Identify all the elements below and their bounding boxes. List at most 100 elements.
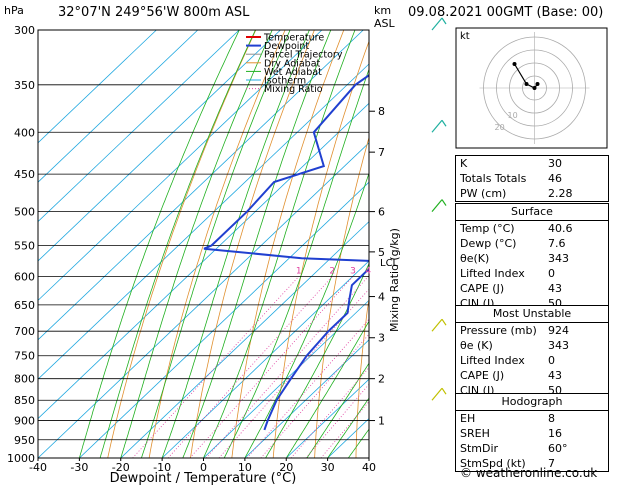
- x-tick-label: -20: [112, 461, 130, 474]
- pressure-tick-label: 650: [14, 299, 35, 312]
- hodograph-panel: Hodograph EH 8 SREH 16 StmDir 60° StmSpd (kt) 7: [455, 393, 609, 472]
- isotherm: [38, 30, 364, 341]
- axes: 3003504004505005506006507007508008509009…: [7, 24, 399, 474]
- dry-adiabat: [397, 30, 461, 458]
- row-label: StmDir: [460, 442, 499, 455]
- row-value: 343: [548, 339, 569, 352]
- most-unstable-title: Most Unstable: [456, 306, 608, 323]
- row-value: 0: [548, 267, 555, 280]
- x-tick-label: -10: [153, 461, 171, 474]
- pressure-tick-label: 700: [14, 325, 35, 338]
- row-label: Pressure (mb): [460, 324, 537, 337]
- datetime-header: 09.08.2021 00GMT (Base: 00): [408, 5, 604, 20]
- panel-row: θe(K) 343: [456, 251, 608, 266]
- isotherm: [38, 30, 240, 223]
- dry-adiabat: [622, 30, 629, 458]
- x-tick-label: 30: [321, 461, 335, 474]
- row-value: 8: [548, 412, 555, 425]
- wind-barb: [431, 387, 443, 401]
- mixing-ratio-line: [305, 383, 369, 458]
- wind-barb-flag: [441, 119, 447, 127]
- panel-row: Pressure (mb) 924: [456, 323, 608, 338]
- legend-label: Mixing Ratio: [264, 84, 323, 95]
- panel-row: Lifted Index 0: [456, 266, 608, 281]
- height-unit-label: km: [374, 4, 391, 17]
- pressure-tick-label: 600: [14, 270, 35, 283]
- mixing-ratio-label: 3: [350, 266, 356, 276]
- x-tick-label: -40: [29, 461, 47, 474]
- height-tick-label: 1: [378, 415, 385, 428]
- wind-barb: [431, 119, 443, 133]
- panel-row: Temp (°C) 40.6: [456, 221, 608, 236]
- wet-adiabat: [79, 30, 240, 458]
- row-value: 924: [548, 324, 569, 337]
- row-value: 343: [548, 252, 569, 265]
- mixing-ratio-line: [167, 276, 333, 458]
- wind-barb-flag: [441, 387, 447, 395]
- mixing-ratio-label: 2: [329, 266, 335, 276]
- series-line: [203, 74, 369, 431]
- height-tick-label: 5: [378, 246, 385, 259]
- isotherm: [38, 63, 369, 380]
- indices-panel: K 30 Totals Totals 46 PW (cm) 2.28: [455, 155, 609, 202]
- row-value: 7.6: [548, 237, 566, 250]
- row-label: SREH: [460, 427, 490, 440]
- pressure-tick-label: 1000: [7, 452, 35, 465]
- row-label: EH: [460, 412, 476, 425]
- copyright: © weatheronline.co.uk: [460, 466, 598, 480]
- legend-label: Isotherm: [264, 76, 306, 87]
- row-value: 60°: [548, 442, 568, 455]
- mixing-ratio-line: [290, 366, 369, 458]
- isotherm: [79, 181, 369, 458]
- surface-panel: Surface Temp (°C) 40.6 Dewp (°C) 7.6 θe(K) 34…: [455, 203, 609, 312]
- legend-label: Dry Adiabat: [264, 58, 321, 69]
- wet-adiabat: [285, 320, 369, 458]
- row-label: Dewp (°C): [460, 237, 517, 250]
- isotherm: [38, 30, 281, 262]
- isotherm: [38, 30, 323, 301]
- hodograph-point: [512, 62, 517, 66]
- row-label: θe (K): [460, 339, 493, 352]
- lcl-label: LCL: [380, 258, 399, 269]
- mixing-ratio-axis-label: Mixing Ratio (g/kg): [388, 228, 401, 332]
- row-label: θe(K): [460, 252, 490, 265]
- mixing-ratio-line: [246, 318, 369, 458]
- location-header: 32°07'N 249°56'W 800m ASL: [58, 5, 250, 20]
- panel-row: Totals Totals 46: [456, 171, 608, 186]
- wind-barb: [431, 318, 443, 332]
- hodograph-point: [524, 82, 529, 86]
- hodograph-trace: [513, 63, 538, 89]
- panel-row: K 30: [456, 156, 608, 171]
- row-label: CAPE (J): [460, 369, 505, 382]
- legend-label: Temperature: [263, 33, 324, 44]
- row-label: StmSpd (kt): [460, 457, 526, 470]
- background-lines: [38, 30, 629, 458]
- x-tick-label: 0: [200, 461, 207, 474]
- panel-row: θe (K) 343: [456, 338, 608, 353]
- pressure-tick-label: 350: [14, 79, 35, 92]
- row-value: 7: [548, 457, 555, 470]
- mixing-ratio-label: 4: [365, 266, 371, 276]
- height-tick-label: 2: [378, 373, 385, 386]
- row-label: CAPE (J): [460, 282, 505, 295]
- wind-barb-flag: [441, 199, 447, 206]
- hodograph-point: [535, 82, 540, 86]
- pressure-tick-label: 800: [14, 373, 35, 386]
- panel-row: SREH 16: [456, 426, 608, 441]
- wind-barb: [431, 199, 443, 212]
- row-value: 16: [548, 427, 562, 440]
- row-label: Lifted Index: [460, 354, 525, 367]
- mixing-ratio-line: [132, 276, 300, 458]
- panel-row: PW (cm) 2.28: [456, 186, 608, 201]
- row-label: Totals Totals: [460, 172, 527, 185]
- panel-row: StmSpd (kt) 7: [456, 456, 608, 471]
- pressure-tick-label: 900: [14, 415, 35, 428]
- isotherm: [38, 102, 369, 420]
- height-tick-label: 8: [378, 105, 385, 118]
- panel-row: Lifted Index 0: [456, 353, 608, 368]
- isotherm: [161, 260, 369, 458]
- wind-barb-flag: [441, 17, 447, 25]
